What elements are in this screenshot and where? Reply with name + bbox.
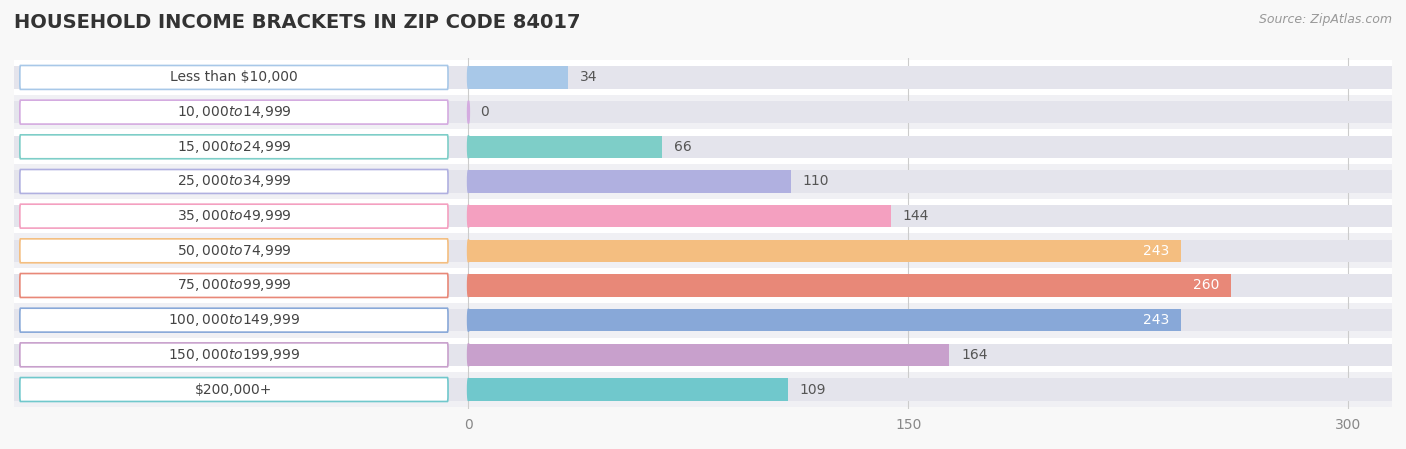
Bar <box>14 303 1392 338</box>
Bar <box>14 199 1392 233</box>
FancyBboxPatch shape <box>20 239 449 263</box>
Bar <box>14 372 1392 407</box>
Text: 260: 260 <box>1192 278 1219 292</box>
Text: Less than $10,000: Less than $10,000 <box>170 70 298 84</box>
Bar <box>14 378 1392 401</box>
Bar <box>468 274 1230 297</box>
Bar <box>468 240 1181 262</box>
Bar <box>14 343 1392 366</box>
Text: 110: 110 <box>803 175 830 189</box>
Bar <box>14 95 1392 129</box>
FancyBboxPatch shape <box>20 170 449 194</box>
FancyBboxPatch shape <box>20 378 449 401</box>
Text: 243: 243 <box>1143 244 1170 258</box>
Text: $25,000 to $34,999: $25,000 to $34,999 <box>177 173 291 189</box>
Circle shape <box>468 170 470 193</box>
Text: $75,000 to $99,999: $75,000 to $99,999 <box>177 277 291 294</box>
Bar <box>468 378 787 401</box>
Bar <box>14 233 1392 268</box>
FancyBboxPatch shape <box>20 66 449 89</box>
Text: $50,000 to $74,999: $50,000 to $74,999 <box>177 243 291 259</box>
Text: Source: ZipAtlas.com: Source: ZipAtlas.com <box>1258 13 1392 26</box>
Bar <box>14 164 1392 199</box>
FancyBboxPatch shape <box>20 273 449 297</box>
Text: $100,000 to $149,999: $100,000 to $149,999 <box>167 312 299 328</box>
FancyBboxPatch shape <box>20 204 449 228</box>
Bar <box>14 205 1392 227</box>
Bar <box>468 205 890 227</box>
Text: HOUSEHOLD INCOME BRACKETS IN ZIP CODE 84017: HOUSEHOLD INCOME BRACKETS IN ZIP CODE 84… <box>14 13 581 32</box>
Text: $200,000+: $200,000+ <box>195 383 273 396</box>
Text: 66: 66 <box>673 140 692 154</box>
Circle shape <box>468 309 470 331</box>
Bar <box>14 309 1392 331</box>
Bar <box>14 66 1392 89</box>
FancyBboxPatch shape <box>20 343 449 367</box>
Circle shape <box>468 136 470 158</box>
Circle shape <box>468 240 470 262</box>
Bar <box>14 240 1392 262</box>
Text: 34: 34 <box>579 70 598 84</box>
Bar <box>14 338 1392 372</box>
Bar <box>14 129 1392 164</box>
FancyBboxPatch shape <box>20 135 449 159</box>
FancyBboxPatch shape <box>20 100 449 124</box>
Bar <box>14 101 1392 123</box>
Text: $35,000 to $49,999: $35,000 to $49,999 <box>177 208 291 224</box>
Circle shape <box>468 378 470 401</box>
Bar <box>14 60 1392 95</box>
Bar <box>14 170 1392 193</box>
Text: 109: 109 <box>800 383 827 396</box>
Text: 0: 0 <box>481 105 489 119</box>
Bar <box>468 170 792 193</box>
Text: 164: 164 <box>960 348 987 362</box>
Text: 243: 243 <box>1143 313 1170 327</box>
Text: $15,000 to $24,999: $15,000 to $24,999 <box>177 139 291 155</box>
Bar <box>468 136 662 158</box>
Text: $150,000 to $199,999: $150,000 to $199,999 <box>167 347 299 363</box>
Bar <box>14 268 1392 303</box>
Bar <box>468 66 568 89</box>
Circle shape <box>468 343 470 366</box>
Circle shape <box>468 274 470 297</box>
Text: 144: 144 <box>903 209 929 223</box>
Circle shape <box>468 205 470 227</box>
Bar <box>14 136 1392 158</box>
Bar <box>14 274 1392 297</box>
Bar <box>468 343 949 366</box>
Text: $10,000 to $14,999: $10,000 to $14,999 <box>177 104 291 120</box>
FancyBboxPatch shape <box>20 308 449 332</box>
Circle shape <box>468 66 470 89</box>
Bar <box>468 309 1181 331</box>
Circle shape <box>468 101 470 123</box>
